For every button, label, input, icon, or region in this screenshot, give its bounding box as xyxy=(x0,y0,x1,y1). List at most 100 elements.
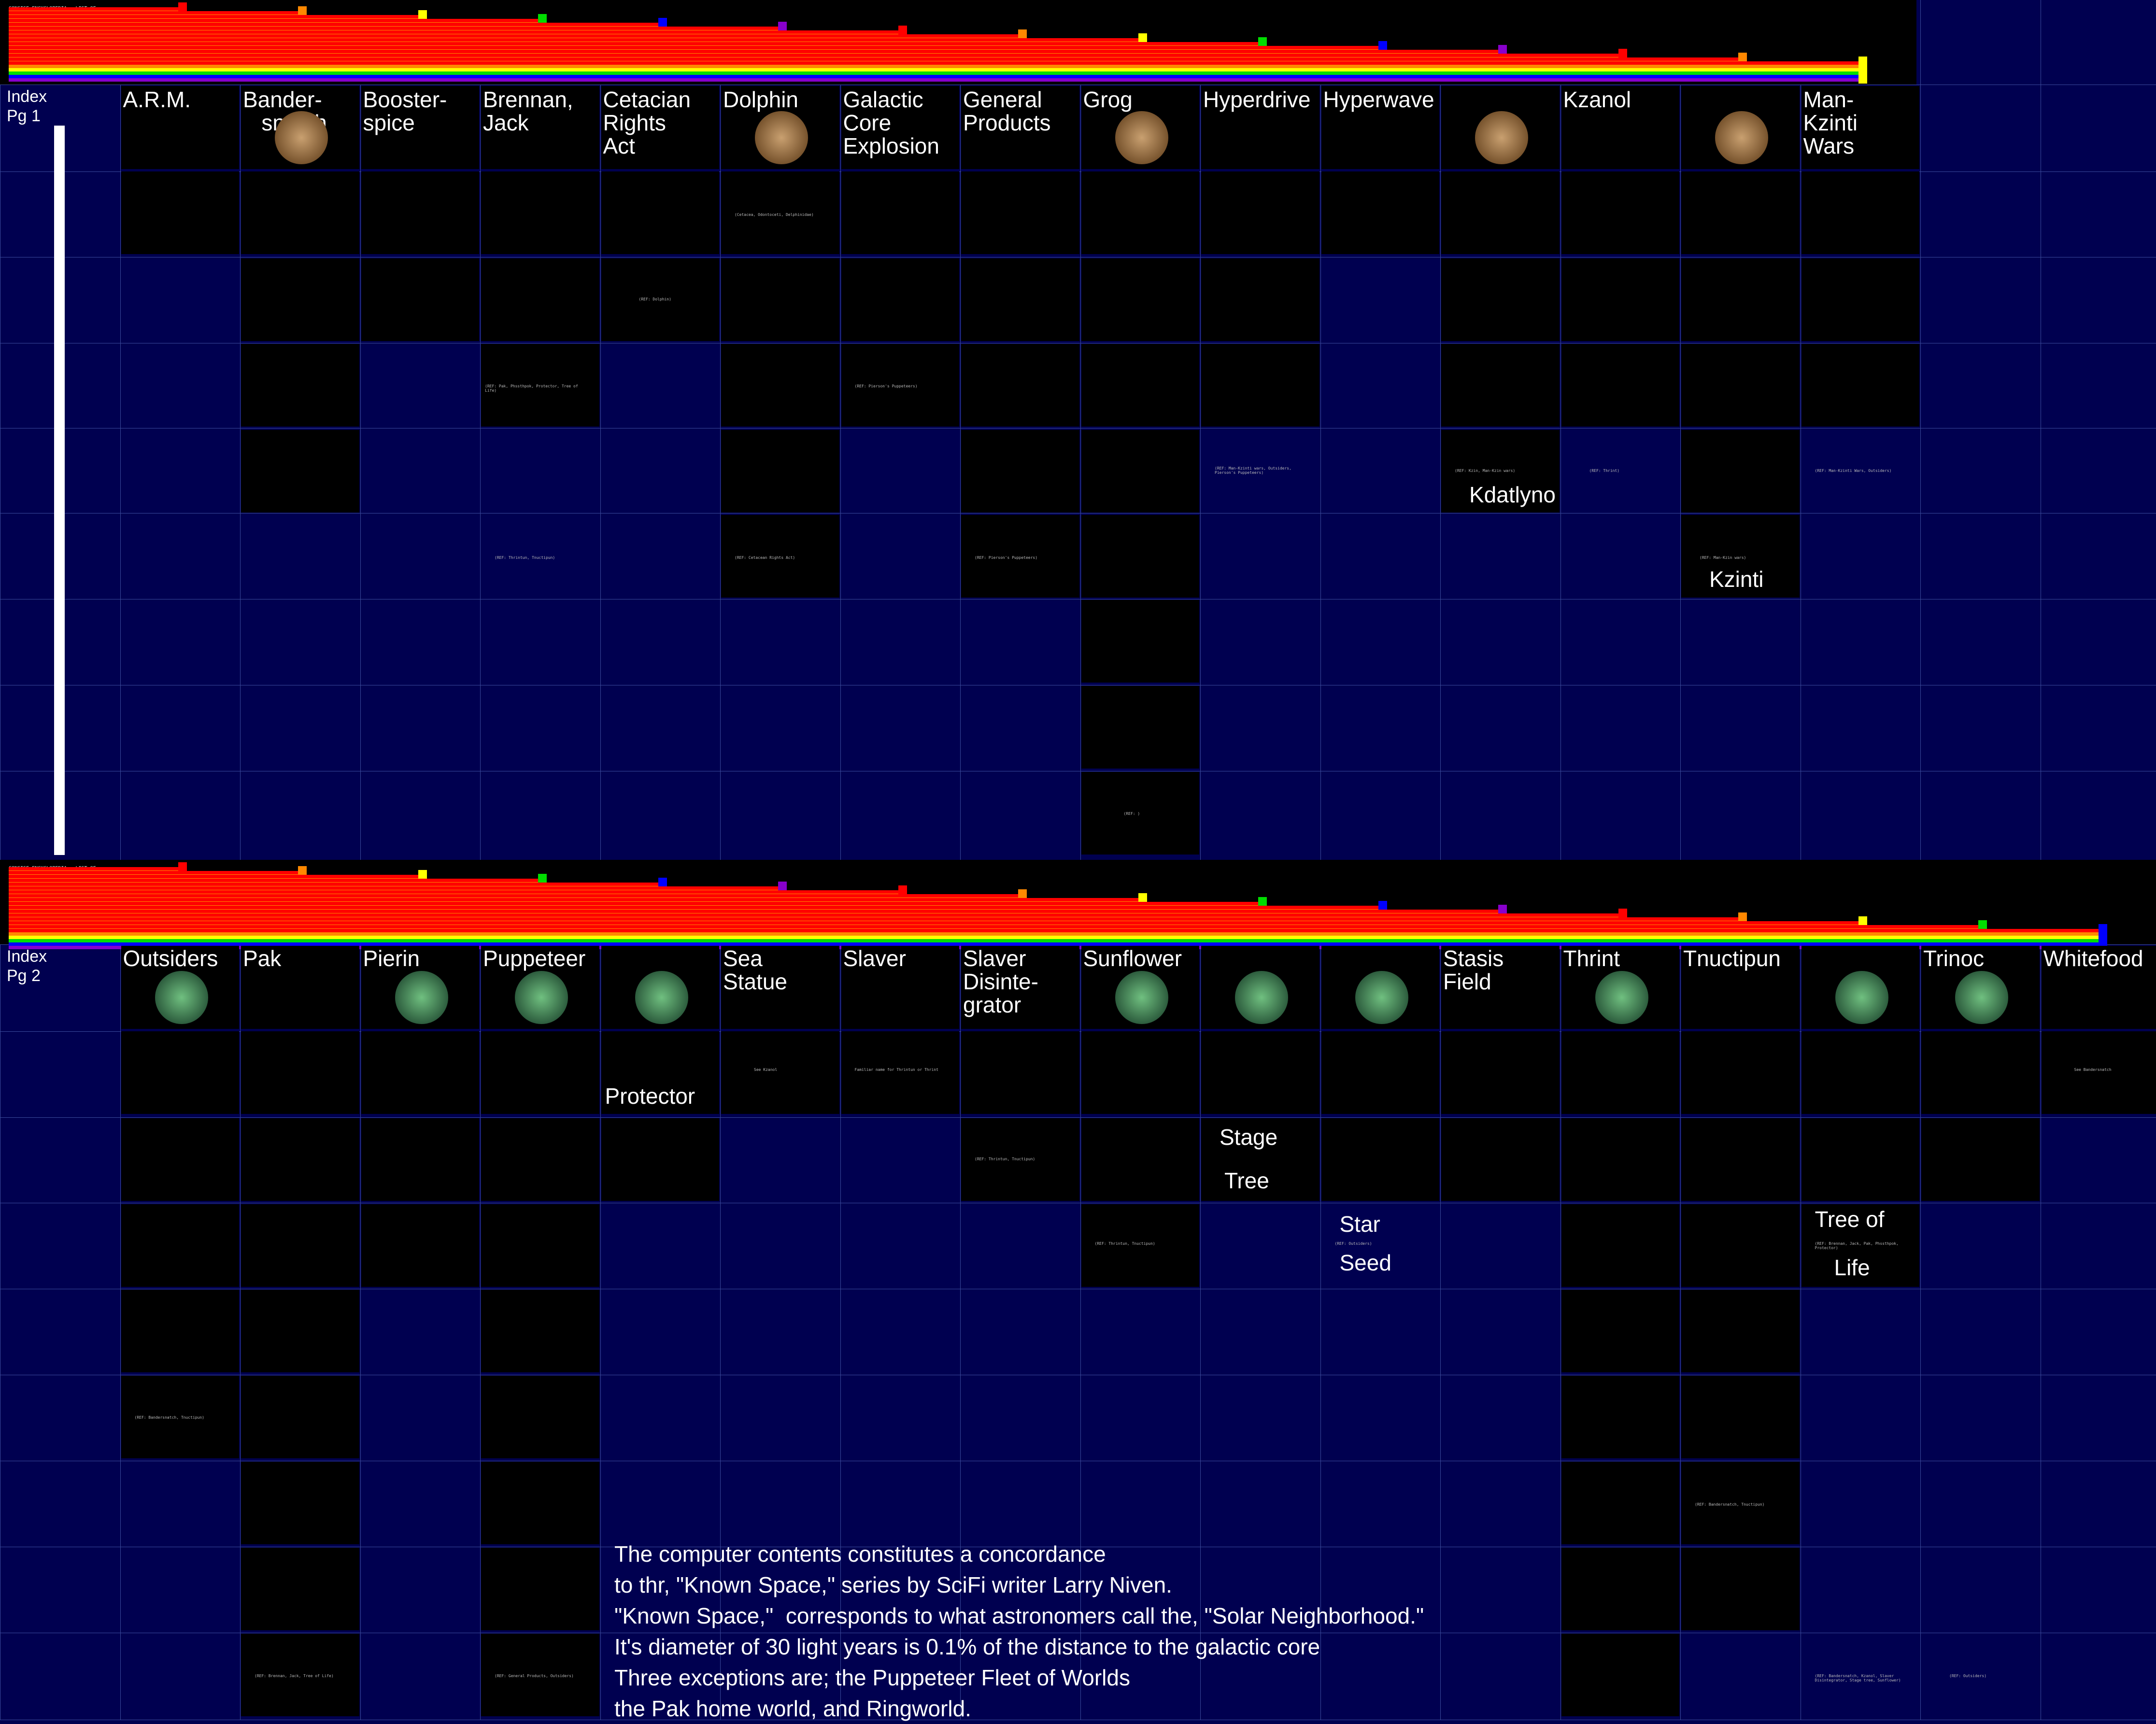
entry-cell[interactable] xyxy=(241,171,359,254)
entry-cell[interactable] xyxy=(1921,1118,2040,1201)
entry-cell[interactable] xyxy=(1801,258,1920,341)
entry-cell[interactable] xyxy=(1561,1031,1680,1114)
entry-cell[interactable] xyxy=(1081,344,1200,427)
entry-cell[interactable] xyxy=(1441,344,1560,427)
entry-cell[interactable] xyxy=(1441,171,1560,254)
entry-cell[interactable] xyxy=(1081,258,1200,341)
entry-cell[interactable] xyxy=(1681,1548,1800,1630)
topic-label[interactable]: Booster- spice xyxy=(363,88,447,134)
topic-label[interactable]: A.R.M. xyxy=(123,88,191,111)
inline-topic-label[interactable]: Tree of xyxy=(1815,1208,1885,1231)
topic-label[interactable]: Outsiders xyxy=(123,947,218,970)
inline-topic-label[interactable]: Stage xyxy=(1220,1126,1277,1149)
entry-cell[interactable] xyxy=(721,430,839,513)
entry-cell[interactable] xyxy=(1561,1376,1680,1458)
entry-cell[interactable] xyxy=(481,1548,599,1630)
index-page-1[interactable]: Index Pg 1 xyxy=(7,87,47,126)
entry-cell[interactable] xyxy=(1561,1634,1680,1716)
entry-cell[interactable] xyxy=(1081,515,1200,598)
topic-label[interactable]: Slaver Disinte- grator xyxy=(963,947,1038,1016)
entry-cell[interactable] xyxy=(721,258,839,341)
entry-cell[interactable] xyxy=(721,1031,839,1114)
entry-cell[interactable] xyxy=(1681,171,1800,254)
entry-cell[interactable] xyxy=(1081,1031,1200,1114)
entry-cell[interactable] xyxy=(1081,600,1200,683)
entry-cell[interactable] xyxy=(1801,344,1920,427)
entry-cell[interactable] xyxy=(361,1031,480,1114)
entry-cell[interactable] xyxy=(1081,686,1200,769)
entry-cell[interactable] xyxy=(961,258,1079,341)
entry-cell[interactable] xyxy=(1081,430,1200,513)
inline-topic-label[interactable]: Star xyxy=(1340,1212,1380,1236)
entry-cell[interactable] xyxy=(1681,430,1800,513)
entry-cell[interactable] xyxy=(1681,1031,1800,1114)
entry-cell[interactable] xyxy=(1321,1118,1440,1201)
entry-cell[interactable] xyxy=(241,1376,359,1458)
entry-cell[interactable] xyxy=(121,1118,240,1201)
entry-cell[interactable] xyxy=(1201,258,1319,341)
entry-cell[interactable] xyxy=(481,1204,599,1287)
topic-label[interactable]: Hyperwave xyxy=(1323,88,1434,111)
topic-label[interactable]: Kzanol xyxy=(1563,88,1631,111)
entry-cell[interactable] xyxy=(361,258,480,341)
index-page-2[interactable]: Index Pg 2 xyxy=(7,947,47,985)
entry-cell[interactable] xyxy=(241,430,359,513)
entry-cell[interactable] xyxy=(1081,171,1200,254)
entry-cell[interactable] xyxy=(961,430,1079,513)
entry-cell[interactable] xyxy=(481,258,599,341)
entry-cell[interactable] xyxy=(1681,1376,1800,1458)
entry-cell[interactable] xyxy=(361,1204,480,1287)
entry-cell[interactable] xyxy=(1201,344,1319,427)
topic-label[interactable]: Sunflower xyxy=(1083,947,1182,970)
entry-cell[interactable] xyxy=(241,1548,359,1630)
inline-topic-label[interactable]: Kzinti xyxy=(1709,568,1763,591)
entry-cell[interactable] xyxy=(1561,171,1680,254)
topic-label[interactable]: Grog xyxy=(1083,88,1133,111)
topic-label[interactable]: Trinoc xyxy=(1923,947,1984,970)
entry-cell[interactable] xyxy=(1801,171,1920,254)
topic-label[interactable]: Pak xyxy=(243,947,281,970)
entry-cell[interactable] xyxy=(241,1204,359,1287)
entry-cell[interactable] xyxy=(241,1031,359,1114)
topic-label[interactable]: Slaver xyxy=(843,947,906,970)
entry-cell[interactable] xyxy=(121,171,240,254)
entry-cell[interactable] xyxy=(481,1118,599,1201)
entry-cell[interactable] xyxy=(1561,344,1680,427)
entry-cell[interactable] xyxy=(1561,1548,1680,1630)
entry-cell[interactable] xyxy=(1561,1462,1680,1544)
entry-cell[interactable] xyxy=(1681,1204,1800,1287)
entry-cell[interactable] xyxy=(1561,1290,1680,1372)
entry-cell[interactable] xyxy=(121,1031,240,1114)
entry-cell[interactable] xyxy=(1441,1031,1560,1114)
entry-cell[interactable] xyxy=(841,171,960,254)
topic-label[interactable]: Cetacian Rights Act xyxy=(603,88,691,157)
inline-topic-label[interactable]: Tree xyxy=(1224,1169,1269,1192)
topic-label[interactable]: Dolphin xyxy=(723,88,798,111)
entry-cell[interactable] xyxy=(601,171,720,254)
inline-topic-label[interactable]: Protector xyxy=(605,1084,695,1108)
entry-cell[interactable] xyxy=(481,1376,599,1458)
entry-cell[interactable] xyxy=(1441,258,1560,341)
inline-topic-label[interactable]: Life xyxy=(1834,1256,1870,1279)
entry-cell[interactable] xyxy=(1321,171,1440,254)
entry-cell[interactable] xyxy=(1681,344,1800,427)
entry-cell[interactable] xyxy=(1441,1118,1560,1201)
entry-cell[interactable] xyxy=(361,171,480,254)
entry-cell[interactable] xyxy=(241,1290,359,1372)
entry-cell[interactable] xyxy=(481,171,599,254)
entry-cell[interactable] xyxy=(1681,1290,1800,1372)
entry-cell[interactable] xyxy=(961,1031,1079,1114)
topic-label[interactable]: Tnuctipun xyxy=(1683,947,1781,970)
entry-cell[interactable] xyxy=(241,1462,359,1544)
topic-label[interactable]: Stasis Field xyxy=(1443,947,1504,993)
topic-label[interactable]: Man- Kzinti Wars xyxy=(1803,88,1858,157)
inline-topic-label[interactable]: Kdatlyno xyxy=(1469,483,1556,506)
entry-cell[interactable] xyxy=(2042,1031,2156,1114)
entry-cell[interactable] xyxy=(721,344,839,427)
entry-cell[interactable] xyxy=(481,1462,599,1544)
entry-cell[interactable] xyxy=(1561,1204,1680,1287)
topic-label[interactable]: Thrint xyxy=(1563,947,1620,970)
entry-cell[interactable] xyxy=(241,258,359,341)
entry-cell[interactable] xyxy=(1921,1031,2040,1114)
entry-cell[interactable] xyxy=(1321,1031,1440,1114)
